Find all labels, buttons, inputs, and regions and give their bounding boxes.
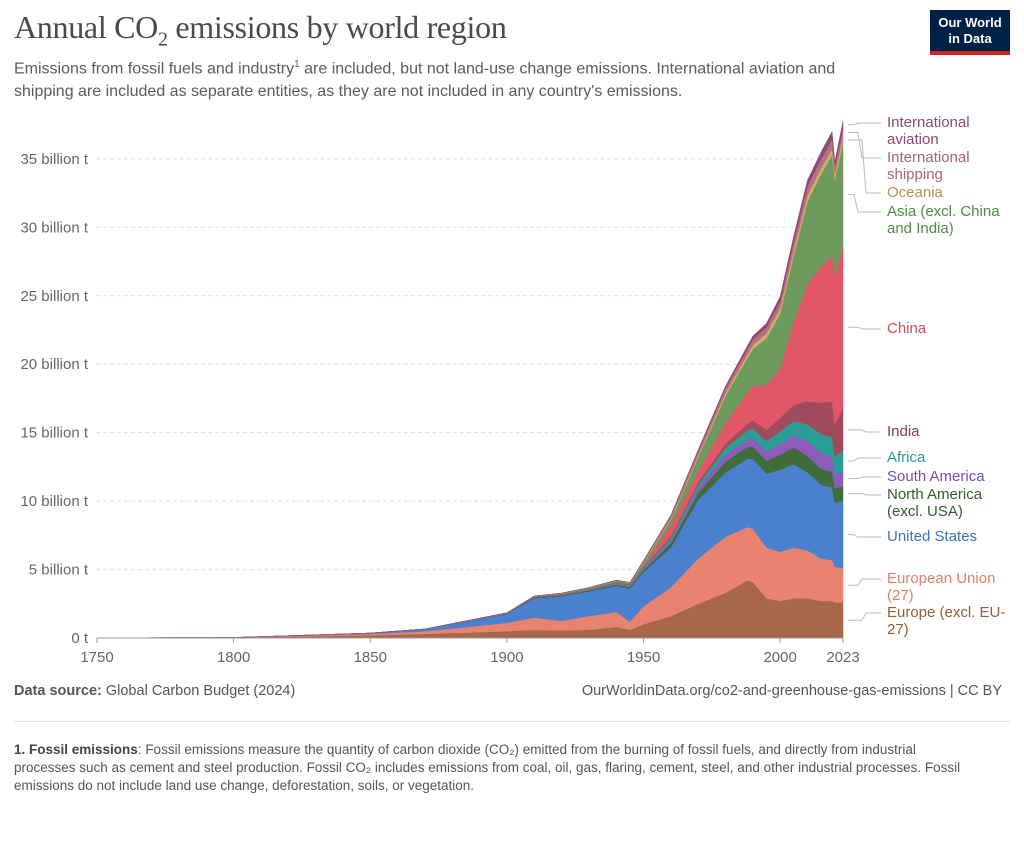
- logo-line: Our World: [938, 15, 1002, 30]
- subtitle-text-end: are included, but not land-use change em…: [14, 60, 836, 101]
- x-tick-label: 1900: [490, 649, 523, 666]
- legend-connector: [848, 139, 881, 194]
- legend-label-india[interactable]: India: [887, 423, 920, 440]
- footnote-ref[interactable]: 1: [294, 59, 300, 70]
- legend-label-international-shipping[interactable]: International shipping: [887, 149, 970, 183]
- x-tick-label: 1850: [354, 649, 387, 666]
- legend-connector: [848, 193, 881, 213]
- legend-connector: [848, 131, 881, 159]
- legend-label-european-union[interactable]: European Union (27): [887, 570, 996, 604]
- source-link[interactable]: Global Carbon Budget (2024): [101, 683, 296, 699]
- x-tick-label: 1950: [627, 649, 660, 666]
- owid-logo[interactable]: Our World in Data: [930, 10, 1010, 55]
- legend-connector: [848, 326, 881, 330]
- legend-connector: [848, 457, 881, 462]
- x-tick-label: 1750: [80, 649, 113, 666]
- chart-url[interactable]: OurWorldinData.org/co2-and-greenhouse-ga…: [581, 683, 1002, 699]
- legend-connector: [848, 122, 881, 126]
- legend-label-africa[interactable]: Africa: [887, 449, 926, 466]
- y-tick-label: 20 billion t: [20, 356, 88, 373]
- legend-connector: [848, 612, 881, 621]
- y-tick-label: 10 billion t: [20, 493, 88, 510]
- y-tick-label: 25 billion t: [20, 288, 88, 305]
- x-tick-label: 1800: [217, 649, 250, 666]
- title-text: Annual CO: [14, 9, 158, 45]
- legend-label-asia[interactable]: Asia (excl. China and India): [887, 203, 1000, 237]
- logo-line: in Data: [948, 31, 992, 46]
- x-tick-label: 2000: [763, 649, 796, 666]
- area-international-aviation: [96, 121, 844, 639]
- legend-label-international-aviation[interactable]: International aviation: [887, 114, 970, 148]
- legend-connector: [848, 429, 881, 433]
- y-tick-label: 15 billion t: [20, 425, 88, 442]
- footnote-text: : Fossil emissions measure the quantity …: [14, 742, 961, 793]
- data-source: Data source: Global Carbon Budget (2024): [14, 683, 295, 699]
- source-label: Data source:: [14, 683, 102, 699]
- legend-label-united-states[interactable]: United States: [887, 528, 978, 545]
- legend-connector: [848, 534, 881, 538]
- footnote-label: 1. Fossil emissions: [14, 742, 138, 757]
- footnote: 1. Fossil emissions: Fossil emissions me…: [14, 741, 974, 795]
- legend-label-china[interactable]: China: [887, 320, 927, 337]
- chart-title: Annual CO2 emissions by world region: [14, 9, 507, 51]
- legend-label-oceania[interactable]: Oceania: [887, 184, 943, 201]
- y-tick-label: 35 billion t: [20, 151, 88, 168]
- legend-label-south-america[interactable]: South America: [887, 468, 985, 485]
- chart-subtitle: Emissions from fossil fuels and industry…: [14, 53, 894, 103]
- subtitle-text: Emissions from fossil fuels and industry: [14, 60, 295, 78]
- legend-label-north-america[interactable]: North America (excl. USA): [887, 486, 983, 520]
- y-tick-label: 5 billion t: [29, 562, 89, 579]
- y-tick-label: 30 billion t: [20, 219, 88, 236]
- title-subscript: 2: [157, 28, 168, 51]
- legend-connector: [848, 578, 881, 586]
- y-tick-label: 0 t: [71, 630, 89, 647]
- legend-connector: [848, 476, 881, 480]
- title-text-end: emissions by world region: [167, 9, 507, 45]
- legend-connector: [848, 493, 881, 496]
- legend-label-europe-excl-eu[interactable]: Europe (excl. EU-27): [887, 604, 1006, 638]
- divider: [14, 721, 1010, 722]
- x-tick-label: 2023: [826, 649, 859, 666]
